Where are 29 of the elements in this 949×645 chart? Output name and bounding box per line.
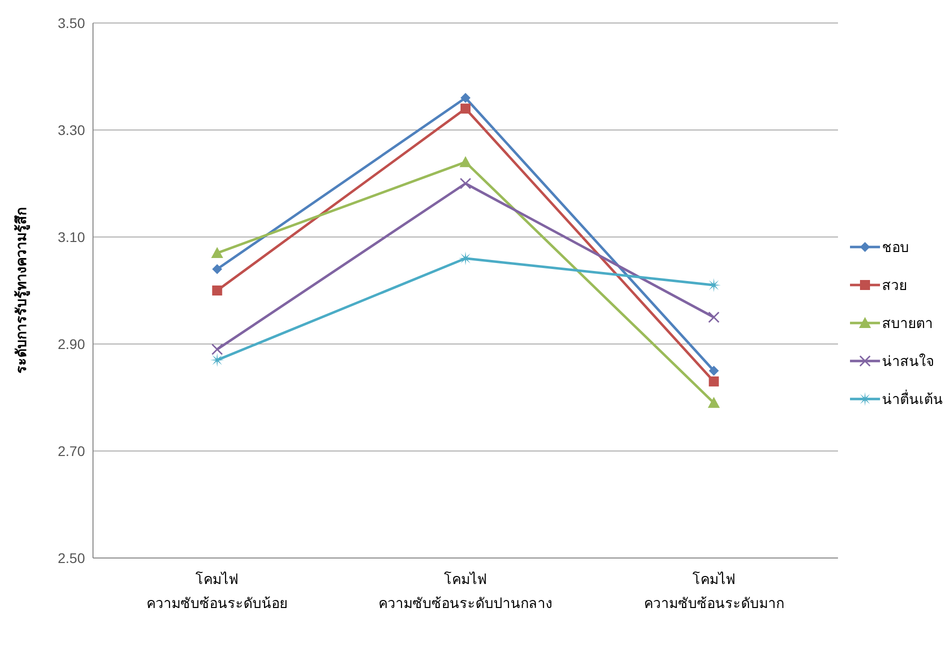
y-tick-label: 2.90	[58, 336, 86, 352]
x-tick-label: โคมไฟ ความซับซ้อนระดับปานกลาง	[378, 571, 552, 611]
point	[460, 92, 470, 103]
y-axis-title: ระดับการรับรู้ทางความรู้สึก	[12, 208, 30, 374]
x-tick-label: โคมไฟ ความซับซ้อนระดับมาก	[644, 571, 784, 611]
point	[460, 178, 472, 190]
point	[460, 104, 470, 114]
point	[708, 396, 720, 408]
point	[708, 376, 719, 386]
legend-label: ชอบ	[882, 238, 909, 257]
point	[211, 247, 224, 258]
legend-label: สบายตา	[882, 314, 933, 333]
point	[458, 251, 472, 266]
legend-label: น่าตื่นเต้น	[882, 388, 943, 409]
y-tick-label: 3.50	[58, 14, 86, 31]
point	[708, 312, 720, 323]
point	[210, 353, 224, 368]
legend-label: สวย	[882, 276, 907, 295]
point	[211, 344, 223, 356]
legend-label: น่าสนใจ	[882, 352, 934, 371]
x-tick-label: โคมไฟ ความซับซ้อนระดับน้อย	[146, 571, 288, 611]
y-tick-label: 2.50	[58, 550, 86, 566]
y-tick-label: 3.30	[58, 122, 86, 138]
point	[708, 366, 719, 376]
point	[460, 156, 472, 168]
point	[212, 264, 222, 274]
point	[212, 286, 222, 296]
y-tick-label: 3.10	[58, 228, 86, 245]
y-tick-label: 2.70	[58, 442, 86, 459]
